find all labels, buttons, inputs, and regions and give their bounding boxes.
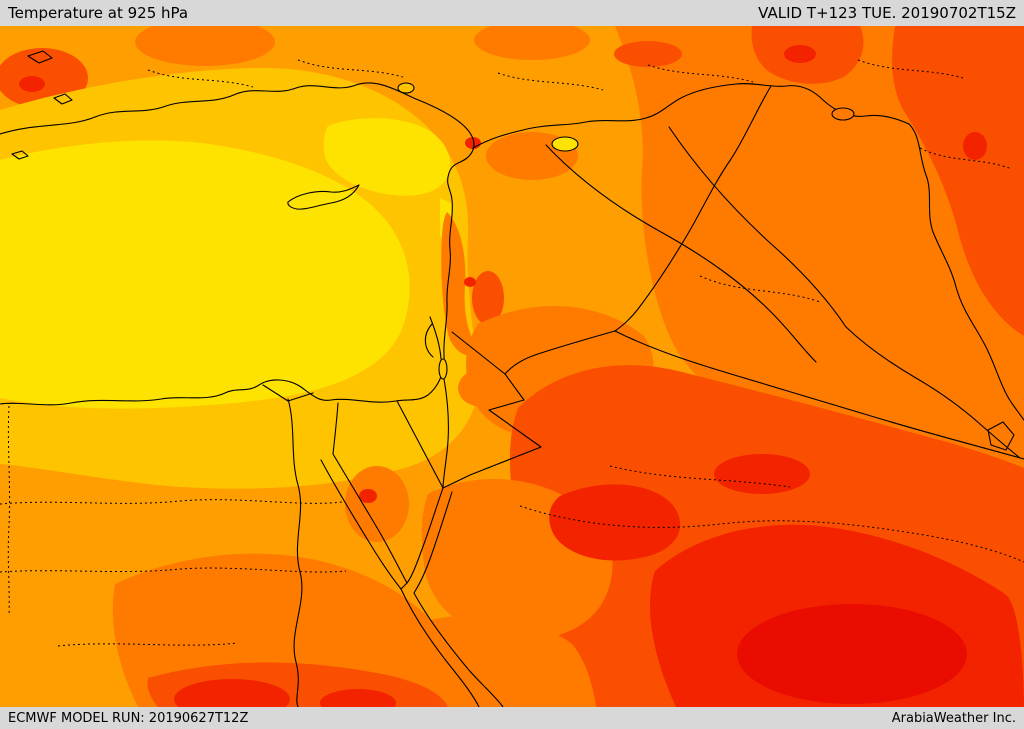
cyprus-outline bbox=[287, 184, 360, 210]
temp-patch-yellow-turkey bbox=[323, 118, 450, 196]
temp-spot-red-syria bbox=[464, 277, 476, 287]
syria-jordan-border bbox=[451, 331, 506, 375]
temp-band-sea-yellow bbox=[0, 140, 410, 409]
tigris-river bbox=[668, 126, 847, 328]
temp-spot-red-northwest bbox=[19, 76, 45, 92]
temp-spot-red-north bbox=[784, 45, 816, 63]
temp-patch-red-mid bbox=[714, 454, 810, 494]
mediterranean-coastline bbox=[0, 82, 475, 406]
israel-egypt-border bbox=[396, 400, 444, 489]
euphrates-river bbox=[545, 144, 817, 363]
temp-patch-syria-hot bbox=[472, 271, 504, 325]
footer-bar: ECMWF MODEL RUN: 20190627T12Z ArabiaWeat… bbox=[0, 707, 1024, 729]
jordan-river-line bbox=[429, 316, 449, 489]
dotted-turkey-2 bbox=[297, 59, 404, 78]
temp-patch-lebanon-dark bbox=[441, 212, 479, 356]
temp-band-east-dark-orange bbox=[615, 26, 1024, 531]
temp-patch-turkey-dark-2 bbox=[474, 26, 590, 60]
aegean-islands bbox=[11, 50, 73, 160]
temp-patch-gold-turkey bbox=[180, 70, 296, 114]
dotted-egypt-1 bbox=[0, 499, 343, 505]
temp-patch-turkey-dark bbox=[135, 26, 275, 66]
gulf-of-aqaba-coast bbox=[406, 487, 453, 594]
turkey-lake-2 bbox=[831, 107, 855, 121]
turkey-lake-3 bbox=[397, 82, 415, 94]
persian-gulf-coast bbox=[845, 326, 1021, 459]
country-borders bbox=[0, 50, 1024, 707]
dotted-iraq bbox=[699, 275, 821, 303]
temp-band-egypt-dark-2 bbox=[414, 615, 596, 707]
dotted-turkey-4 bbox=[647, 64, 754, 83]
header-bar: Temperature at 925 hPa VALID T+123 TUE. … bbox=[0, 0, 1024, 26]
temp-patch-sinai-dark bbox=[345, 466, 409, 542]
jordan-saudi-border bbox=[442, 373, 542, 489]
kuwait-outline bbox=[987, 421, 1015, 451]
dotted-egypt-2 bbox=[0, 567, 347, 573]
temperature-fill-regions bbox=[0, 26, 1024, 707]
iraq-saudi-border bbox=[614, 330, 1024, 460]
west-bank-outline bbox=[424, 323, 434, 358]
weather-map bbox=[0, 26, 1024, 707]
iraq-iran-border bbox=[908, 123, 1024, 421]
credit-label: ArabiaWeather Inc. bbox=[891, 710, 1016, 726]
dotted-turkey-3 bbox=[497, 72, 604, 91]
turkey-lake-1 bbox=[551, 136, 579, 152]
temp-band-northeast-hot bbox=[892, 26, 1024, 336]
model-run-label: ECMWF MODEL RUN: 20190627T12Z bbox=[8, 710, 249, 726]
dotted-egypt-3 bbox=[57, 642, 239, 647]
dead-sea bbox=[438, 358, 448, 380]
temp-core-deep-red bbox=[737, 604, 967, 704]
valid-time-label: VALID T+123 TUE. 20190702T15Z bbox=[758, 4, 1016, 22]
gulf-of-suez-coast bbox=[320, 453, 408, 590]
temp-spot-red-sinai bbox=[359, 489, 377, 503]
dotted-saudi-2 bbox=[609, 465, 791, 488]
dotted-turkey-1 bbox=[147, 69, 254, 88]
temp-patch-red-band bbox=[549, 484, 681, 561]
dotted-boundaries bbox=[0, 59, 1024, 647]
jordan-iraq-border bbox=[504, 330, 616, 375]
temp-spot-red-east bbox=[963, 132, 987, 160]
dotted-turkey-5 bbox=[857, 59, 964, 79]
red-sea-coast bbox=[400, 588, 504, 707]
temp-patch-turkey-hot bbox=[614, 41, 682, 67]
temp-spot-red-egypt bbox=[174, 679, 290, 707]
temperature-map-canvas bbox=[0, 26, 1024, 707]
map-title: Temperature at 925 hPa bbox=[8, 4, 189, 22]
syria-iraq-border bbox=[614, 85, 772, 332]
dotted-iran bbox=[919, 147, 1013, 170]
temp-spot-red-egypt-2 bbox=[320, 689, 396, 707]
suez-canal-line bbox=[332, 402, 339, 455]
